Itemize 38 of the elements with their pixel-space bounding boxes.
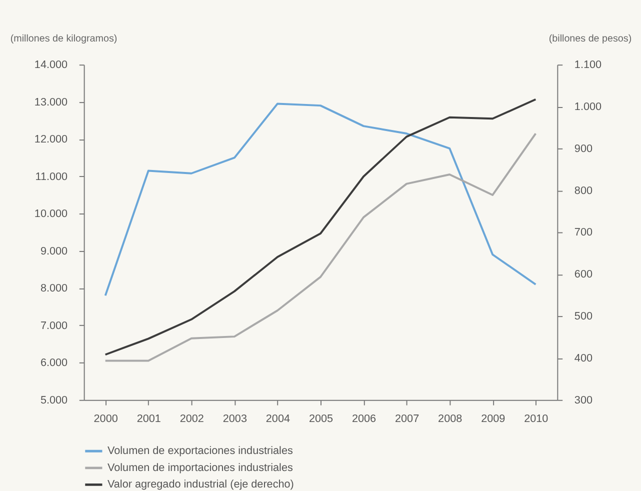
- x-tick-label: 2006: [352, 413, 376, 426]
- y2-tick-label: 400: [574, 352, 593, 364]
- x-tick-label: 2004: [266, 413, 290, 426]
- y-axis-title: (millones de kilogramos): [10, 33, 118, 44]
- y2-tick-label: 900: [574, 142, 593, 155]
- y-tick-label: 11.000: [35, 170, 68, 183]
- x-tick-label: 2009: [481, 413, 506, 426]
- legend-label: Volumen de importaciones industriales: [107, 462, 294, 474]
- y-tick-label: 8.000: [40, 282, 68, 295]
- x-tick-label: 2005: [308, 413, 334, 426]
- x-tick-label: 2003: [222, 413, 247, 426]
- x-tick-label: 2007: [395, 413, 420, 426]
- x-tick-label: 2002: [180, 413, 204, 426]
- line-series: [104, 132, 537, 362]
- y2-tick-label: 700: [574, 226, 593, 239]
- x-tick-label: 2008: [438, 413, 462, 426]
- y-tick-label: 12.000: [34, 134, 68, 146]
- y-tick-label: 6.000: [40, 357, 68, 370]
- y2-tick-label: 1.000: [574, 100, 602, 113]
- x-tick-label: 2010: [524, 413, 548, 426]
- y2-tick-label: 300: [574, 394, 593, 406]
- line-series: [104, 98, 537, 356]
- y2-axis-title: (billones de pesos): [548, 33, 632, 44]
- y-tick-label: 10.000: [34, 208, 68, 220]
- y2-tick-label: 600: [574, 268, 593, 281]
- x-tick-label: 2000: [94, 413, 118, 426]
- x-tick-label: 2001: [136, 413, 161, 426]
- line-series: [104, 102, 537, 297]
- y2-tick-label: 800: [574, 184, 593, 197]
- y-tick-label: 7.000: [40, 320, 68, 332]
- legend-label: Valor agregado industrial (eje derecho): [107, 478, 294, 491]
- y2-tick-label: 500: [574, 310, 593, 323]
- y-tick-label: 5.000: [40, 394, 68, 406]
- y-tick-label: 9.000: [40, 245, 68, 258]
- y-tick-label: 13.000: [34, 96, 68, 108]
- y-tick-label: 14.000: [34, 59, 68, 72]
- legend-label: Volumen de exportaciones industriales: [107, 445, 294, 458]
- y2-tick-label: 1.100: [574, 59, 602, 72]
